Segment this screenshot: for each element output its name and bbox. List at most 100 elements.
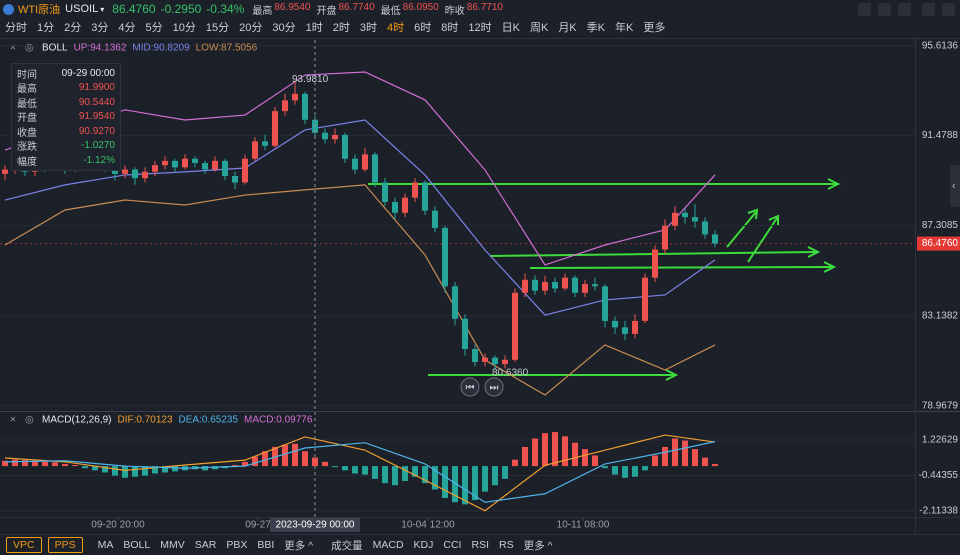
tool-icon[interactable] bbox=[942, 3, 955, 16]
timeframe[interactable]: 5分 bbox=[145, 22, 163, 34]
replay-prev-icon[interactable]: ⏮ bbox=[466, 383, 475, 394]
stat-value: 86.9540 bbox=[274, 1, 311, 13]
timeframe[interactable]: 2时 bbox=[332, 22, 350, 34]
tool-icon[interactable] bbox=[858, 3, 871, 16]
stat-label: 开盘 bbox=[316, 5, 337, 17]
main-indicator[interactable]: MMV bbox=[160, 539, 185, 551]
candle-body bbox=[332, 134, 338, 140]
close-icon[interactable]: × bbox=[10, 43, 16, 54]
timeframe[interactable]: 1分 bbox=[37, 22, 55, 34]
macd-bar bbox=[572, 442, 578, 467]
sub-indicator[interactable]: RS bbox=[499, 539, 514, 551]
replay-next-button[interactable] bbox=[484, 377, 504, 397]
sub-indicator[interactable]: MACD bbox=[372, 539, 404, 551]
symbol-icon bbox=[3, 3, 14, 15]
macd-bar bbox=[542, 433, 548, 467]
macd-bar bbox=[22, 460, 28, 467]
timeframe[interactable]: 季K bbox=[586, 22, 605, 34]
main-indicator[interactable]: MA bbox=[97, 539, 114, 551]
sub-indicator[interactable]: 更多 ^ bbox=[523, 539, 553, 552]
timeframe[interactable]: 4分 bbox=[118, 22, 136, 34]
symbol-name: WTI原油 bbox=[18, 4, 61, 16]
candle-body bbox=[442, 227, 448, 287]
sub-indicator[interactable]: RSI bbox=[471, 539, 489, 551]
timeframe[interactable]: 月K bbox=[558, 22, 577, 34]
y-tick-label: 95.6136 bbox=[922, 41, 959, 52]
macd-bar bbox=[672, 438, 678, 467]
settings-icon[interactable]: ◎ bbox=[25, 43, 34, 54]
close-icon[interactable]: × bbox=[10, 415, 16, 426]
macd-bar bbox=[452, 466, 458, 503]
candle-body bbox=[182, 158, 188, 168]
main-indicator[interactable]: BBI bbox=[257, 539, 275, 551]
change-pct: -0.34% bbox=[206, 2, 245, 16]
macd-bar bbox=[702, 457, 708, 467]
info-value: -1.0270 bbox=[81, 140, 115, 152]
indicator-toggle[interactable]: VPC bbox=[6, 537, 42, 553]
timeframe-bar: 分时 1分 2分 3分 4分 5分 10分 15分 20分 30分 1时 2时 3时 4时 6时 8时 12时日… bbox=[0, 18, 670, 36]
side-handle[interactable] bbox=[950, 165, 960, 207]
macd-bar bbox=[512, 459, 518, 467]
timeframe[interactable]: 10分 bbox=[172, 22, 196, 34]
macd-bar bbox=[362, 466, 368, 475]
tool-icon[interactable] bbox=[898, 3, 911, 16]
candle-body bbox=[162, 160, 168, 166]
timeframe[interactable]: 2分 bbox=[64, 22, 82, 34]
macd-bar bbox=[602, 466, 608, 469]
replay-prev-button[interactable] bbox=[460, 377, 480, 397]
timeframe[interactable]: 年K bbox=[615, 22, 634, 34]
indicator-toggle[interactable]: PPS bbox=[47, 537, 83, 553]
timeframe[interactable]: 4时 bbox=[387, 22, 405, 34]
stat-label: 最高 bbox=[252, 5, 273, 17]
macd-bar bbox=[112, 466, 118, 476]
sub-indicator[interactable]: 成交量 bbox=[331, 539, 363, 552]
candle-body bbox=[592, 284, 598, 287]
timeframe[interactable]: 12时 bbox=[468, 22, 492, 34]
replay-next-icon[interactable]: ⏭ bbox=[490, 383, 499, 394]
main-indicator[interactable]: PBX bbox=[226, 539, 248, 551]
candle-body bbox=[502, 359, 508, 365]
timeframe[interactable]: 1时 bbox=[305, 22, 323, 34]
timeframe[interactable]: 8时 bbox=[441, 22, 459, 34]
timeframe[interactable]: 6时 bbox=[414, 22, 432, 34]
candle-body bbox=[432, 210, 438, 228]
macd-bar bbox=[552, 432, 558, 467]
macd-bar bbox=[82, 466, 88, 469]
macd-bar bbox=[442, 466, 448, 498]
candle-body bbox=[242, 158, 248, 183]
candle-body bbox=[372, 154, 378, 183]
timeframe[interactable]: 3分 bbox=[91, 22, 109, 34]
timeframe[interactable]: 周K bbox=[529, 22, 549, 34]
timeframe[interactable]: 3时 bbox=[359, 22, 377, 34]
info-row: 最高 91.9900 bbox=[17, 81, 115, 95]
main-indicator[interactable]: SAR bbox=[194, 539, 217, 551]
stat-value: 86.7710 bbox=[466, 1, 503, 13]
macd-bar bbox=[282, 444, 288, 467]
settings-icon[interactable]: ◎ bbox=[25, 415, 34, 426]
timeframe[interactable]: 15分 bbox=[205, 22, 230, 34]
info-row: 涨跌 -1.0270 bbox=[17, 139, 115, 153]
y-tick-label: 1.22629 bbox=[922, 435, 959, 446]
timeframe[interactable]: 分时 bbox=[5, 22, 27, 34]
macd-bar bbox=[392, 466, 398, 486]
timeframe[interactable]: 20分 bbox=[239, 22, 263, 34]
dropdown-arrow[interactable]: ▾ bbox=[100, 4, 105, 14]
macd-bar bbox=[342, 466, 348, 471]
main-indicator[interactable]: BOLL bbox=[123, 539, 151, 551]
tool-icon[interactable] bbox=[878, 3, 891, 16]
candle-body bbox=[222, 160, 228, 177]
main-indicator[interactable]: 更多 ^ bbox=[284, 539, 314, 552]
timeframe[interactable]: 30分 bbox=[272, 22, 296, 34]
sub-indicator[interactable]: KDJ bbox=[413, 539, 434, 551]
sub-indicator[interactable]: CCI bbox=[443, 539, 462, 551]
timeframe[interactable]: 更多 bbox=[643, 22, 666, 34]
divider bbox=[0, 38, 960, 39]
candle-body bbox=[402, 197, 408, 213]
timeframe[interactable]: 日K bbox=[501, 22, 520, 34]
macd-bar bbox=[162, 466, 168, 473]
symbol-code[interactable]: USOIL bbox=[65, 3, 99, 15]
tool-icon[interactable] bbox=[922, 3, 935, 16]
candle-body bbox=[342, 134, 348, 159]
side-handle-arrow[interactable]: ‹ bbox=[952, 181, 955, 192]
candle-body bbox=[152, 165, 158, 172]
